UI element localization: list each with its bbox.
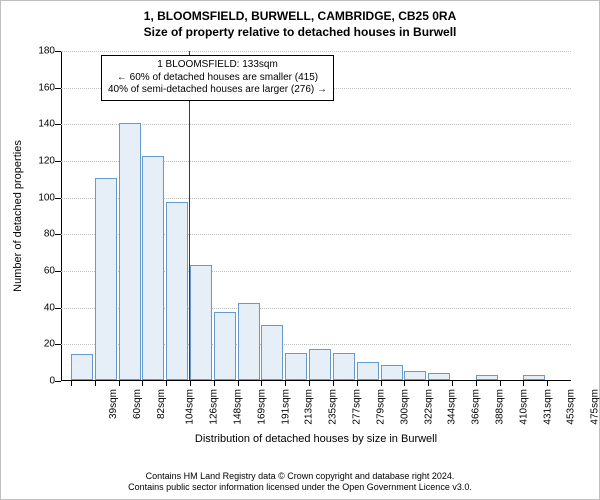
annotation-line: 1 BLOOMSFIELD: 133sqm: [108, 59, 327, 72]
y-tick-label: 80: [25, 229, 55, 240]
x-tick-label: 148sqm: [233, 389, 244, 425]
y-tick-label: 60: [25, 266, 55, 277]
histogram-bar: [381, 365, 403, 380]
x-tick: [238, 380, 239, 386]
x-tick: [309, 380, 310, 386]
histogram-bar: [166, 202, 188, 380]
y-axis-title-text: Number of detached properties: [12, 140, 24, 292]
x-tick: [285, 380, 286, 386]
histogram-bar: [285, 353, 307, 381]
y-tick-label: 20: [25, 339, 55, 350]
x-tick: [381, 380, 382, 386]
histogram-bar: [71, 354, 93, 380]
x-tick: [214, 380, 215, 386]
histogram-bar: [428, 373, 450, 380]
y-tick: [55, 124, 61, 125]
y-tick-label: 180: [25, 46, 55, 57]
x-tick-label: 388sqm: [495, 389, 506, 425]
x-tick: [333, 380, 334, 386]
y-tick: [55, 308, 61, 309]
x-tick: [428, 380, 429, 386]
y-tick: [55, 271, 61, 272]
histogram-bar: [95, 178, 117, 380]
chart-container: 1, BLOOMSFIELD, BURWELL, CAMBRIDGE, CB25…: [0, 0, 600, 500]
gridline-y: [61, 51, 571, 52]
x-tick: [523, 380, 524, 386]
x-tick: [142, 380, 143, 386]
histogram-bar: [119, 123, 141, 380]
footer-line1: Contains HM Land Registry data © Crown c…: [1, 471, 599, 482]
x-tick: [547, 380, 548, 386]
chart-footer: Contains HM Land Registry data © Crown c…: [1, 471, 599, 494]
x-tick: [190, 380, 191, 386]
annotation-line: ← 60% of detached houses are smaller (41…: [108, 72, 327, 85]
histogram-bar: [404, 371, 426, 380]
x-tick-label: 60sqm: [132, 389, 143, 419]
y-tick: [55, 198, 61, 199]
x-axis-title: Distribution of detached houses by size …: [61, 433, 571, 445]
chart-title-line2: Size of property relative to detached ho…: [1, 25, 599, 39]
footer-line2: Contains public sector information licen…: [1, 482, 599, 493]
x-tick: [476, 380, 477, 386]
x-tick-label: 277sqm: [352, 389, 363, 425]
x-tick: [357, 380, 358, 386]
x-tick-label: 475sqm: [590, 389, 600, 425]
y-tick: [55, 88, 61, 89]
y-tick: [55, 344, 61, 345]
y-tick-label: 160: [25, 82, 55, 93]
x-tick-label: 431sqm: [542, 389, 553, 425]
y-tick-label: 120: [25, 156, 55, 167]
y-tick: [55, 234, 61, 235]
histogram-bar: [309, 349, 331, 380]
x-tick-label: 344sqm: [447, 389, 458, 425]
x-tick-label: 82sqm: [156, 389, 167, 419]
annotation-line: 40% of semi-detached houses are larger (…: [108, 84, 327, 97]
x-tick-label: 410sqm: [518, 389, 529, 425]
x-tick: [166, 380, 167, 386]
x-tick: [452, 380, 453, 386]
histogram-bar: [214, 312, 236, 380]
x-tick-label: 366sqm: [471, 389, 482, 425]
histogram-bar: [333, 353, 355, 381]
y-tick: [55, 51, 61, 52]
x-tick-label: 453sqm: [566, 389, 577, 425]
y-tick: [55, 161, 61, 162]
x-tick: [500, 380, 501, 386]
histogram-bar: [238, 303, 260, 380]
x-tick-label: 39sqm: [108, 389, 119, 419]
x-tick: [119, 380, 120, 386]
annotation-box: 1 BLOOMSFIELD: 133sqm← 60% of detached h…: [101, 55, 334, 101]
x-tick-label: 300sqm: [399, 389, 410, 425]
x-tick: [95, 380, 96, 386]
x-tick: [404, 380, 405, 386]
x-tick-label: 104sqm: [185, 389, 196, 425]
histogram-bar: [261, 325, 283, 380]
x-tick: [261, 380, 262, 386]
x-tick-label: 213sqm: [304, 389, 315, 425]
x-tick-label: 279sqm: [375, 389, 386, 425]
y-tick-label: 40: [25, 302, 55, 313]
x-tick-label: 322sqm: [423, 389, 434, 425]
y-tick-label: 100: [25, 192, 55, 203]
x-tick-label: 126sqm: [209, 389, 220, 425]
x-tick-label: 169sqm: [256, 389, 267, 425]
x-tick-label: 235sqm: [328, 389, 339, 425]
x-tick-label: 191sqm: [280, 389, 291, 425]
histogram-bar: [142, 156, 164, 380]
y-axis-title: Number of detached properties: [11, 51, 25, 381]
y-tick-label: 140: [25, 119, 55, 130]
histogram-bar: [190, 265, 212, 381]
histogram-bar: [357, 362, 379, 380]
histogram-bar: [523, 375, 545, 381]
y-tick: [55, 381, 61, 382]
x-tick: [71, 380, 72, 386]
histogram-bar: [476, 375, 498, 381]
plot-area: 02040608010012014016018039sqm60sqm82sqm1…: [61, 51, 571, 381]
y-tick-label: 0: [25, 376, 55, 387]
chart-title-line1: 1, BLOOMSFIELD, BURWELL, CAMBRIDGE, CB25…: [1, 9, 599, 23]
